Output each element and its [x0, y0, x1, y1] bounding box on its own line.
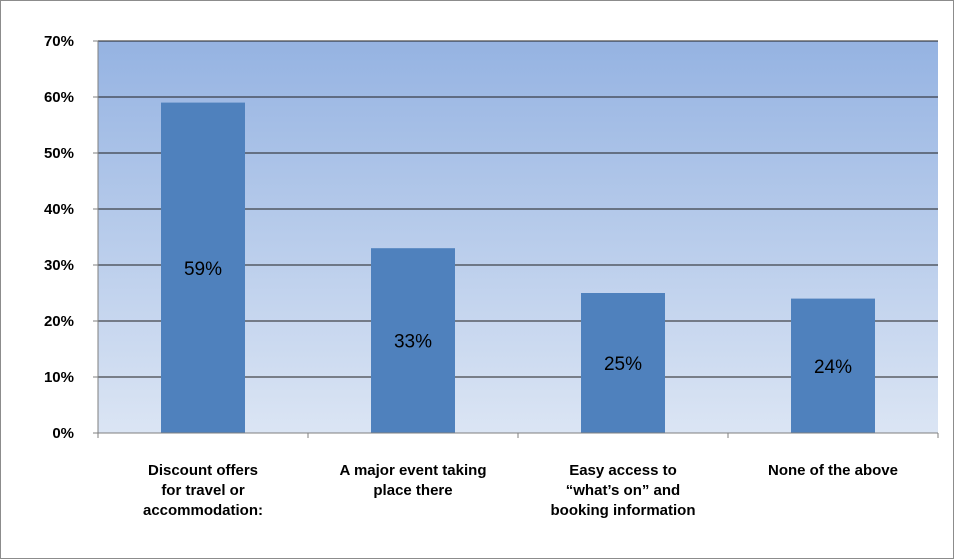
y-tick-label: 20% — [44, 313, 74, 330]
bar — [161, 102, 245, 433]
bar — [791, 298, 875, 433]
data-labels: 59% 33% 25% 24% — [184, 259, 852, 378]
data-label: 33% — [394, 332, 432, 353]
bars — [161, 102, 875, 433]
x-category-label: Discount offers for travel or accommodatio… — [143, 462, 263, 519]
bar — [581, 293, 665, 433]
x-category-label: Easy access to “what’s on” and booking inf… — [551, 462, 696, 519]
data-label: 59% — [184, 259, 222, 280]
y-tick-labels: 0% 10% 20% 30% 40% 50% 60% 70% — [44, 33, 74, 442]
axes — [93, 40, 939, 438]
y-tick-label: 40% — [44, 201, 74, 218]
x-category-label: A major event taking place there — [340, 462, 487, 499]
y-tick-label: 10% — [44, 369, 74, 386]
y-tick-label: 0% — [52, 425, 74, 442]
x-category-label: None of the above — [768, 462, 898, 479]
y-tick-label: 70% — [44, 33, 74, 50]
y-tick-label: 50% — [44, 145, 74, 162]
x-category-labels: Discount offers for travel or accommodatio… — [143, 462, 898, 519]
data-label: 24% — [814, 357, 852, 378]
bar — [371, 248, 455, 433]
y-tick-label: 30% — [44, 257, 74, 274]
data-label: 25% — [604, 354, 642, 375]
y-tick-label: 60% — [44, 89, 74, 106]
